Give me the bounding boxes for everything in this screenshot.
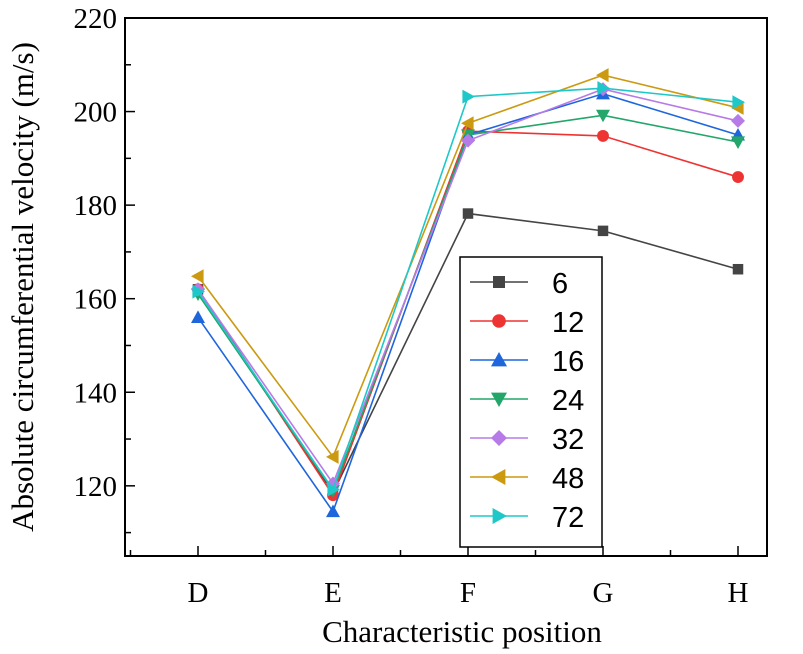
series-layer bbox=[191, 68, 745, 518]
data-point bbox=[731, 136, 745, 149]
data-point bbox=[461, 133, 475, 148]
data-point bbox=[731, 113, 745, 128]
legend-item: 6 bbox=[470, 268, 568, 300]
y-tick-label: 180 bbox=[74, 190, 118, 222]
legend-item: 32 bbox=[470, 424, 584, 456]
data-point bbox=[192, 284, 205, 299]
data-point bbox=[597, 129, 609, 142]
x-tick-label: H bbox=[728, 577, 749, 609]
legend-marker bbox=[491, 392, 507, 407]
legend-item: 48 bbox=[470, 463, 584, 495]
legend-item: 72 bbox=[470, 502, 584, 534]
x-tick-label: G bbox=[593, 577, 614, 609]
data-point bbox=[732, 95, 745, 110]
legend-box bbox=[459, 256, 603, 548]
data-point bbox=[597, 81, 610, 96]
y-tick-label: 140 bbox=[74, 377, 118, 409]
legend-label: 24 bbox=[552, 385, 584, 417]
y-axis: 120 140 160 180 200 220 bbox=[74, 3, 135, 534]
data-point bbox=[732, 263, 744, 275]
legend-label: 48 bbox=[552, 463, 584, 495]
legend-label: 16 bbox=[552, 346, 584, 378]
data-point bbox=[191, 269, 204, 284]
legend-marker bbox=[491, 352, 507, 367]
legend-label: 72 bbox=[552, 502, 584, 534]
data-point bbox=[596, 68, 609, 83]
legend-marker bbox=[492, 508, 507, 524]
data-point bbox=[462, 89, 475, 104]
x-axis: D E F G H bbox=[129, 546, 749, 609]
y-tick-label: 200 bbox=[74, 97, 118, 129]
legend-label: 32 bbox=[552, 424, 584, 456]
series-72 bbox=[192, 81, 745, 497]
legend-marker bbox=[492, 314, 506, 328]
x-axis-label: Characteristic position bbox=[322, 614, 602, 649]
x-tick-label: D bbox=[188, 577, 209, 609]
legend-item: 16 bbox=[470, 346, 584, 378]
data-point bbox=[596, 109, 610, 123]
x-tick-label: E bbox=[324, 577, 342, 609]
legend-item: 24 bbox=[470, 385, 584, 417]
y-tick-label: 160 bbox=[74, 284, 118, 316]
data-point bbox=[326, 504, 340, 518]
legend-label: 6 bbox=[552, 268, 568, 300]
data-point bbox=[191, 310, 205, 324]
plot-frame bbox=[124, 17, 768, 557]
data-point bbox=[326, 449, 339, 464]
legend-marker bbox=[493, 276, 505, 288]
data-point bbox=[461, 116, 474, 131]
data-point bbox=[597, 225, 609, 237]
y-tick-label: 120 bbox=[74, 471, 118, 503]
legend-items: 6 12 16 24 32 48 72 bbox=[470, 268, 584, 534]
y-tick-label: 220 bbox=[74, 3, 118, 35]
series-48 bbox=[191, 68, 744, 464]
y-axis-label: Absolute circumferential velocity (m/s) bbox=[5, 42, 40, 532]
legend-marker bbox=[491, 430, 507, 446]
data-point bbox=[327, 482, 340, 497]
data-point bbox=[462, 208, 474, 219]
legend-label: 12 bbox=[552, 307, 584, 339]
legend-item: 12 bbox=[470, 307, 584, 339]
legend-marker bbox=[491, 469, 506, 485]
legend: 6 12 16 24 32 48 72 bbox=[459, 256, 603, 548]
x-tick-label: F bbox=[460, 577, 476, 609]
data-point bbox=[732, 171, 744, 184]
